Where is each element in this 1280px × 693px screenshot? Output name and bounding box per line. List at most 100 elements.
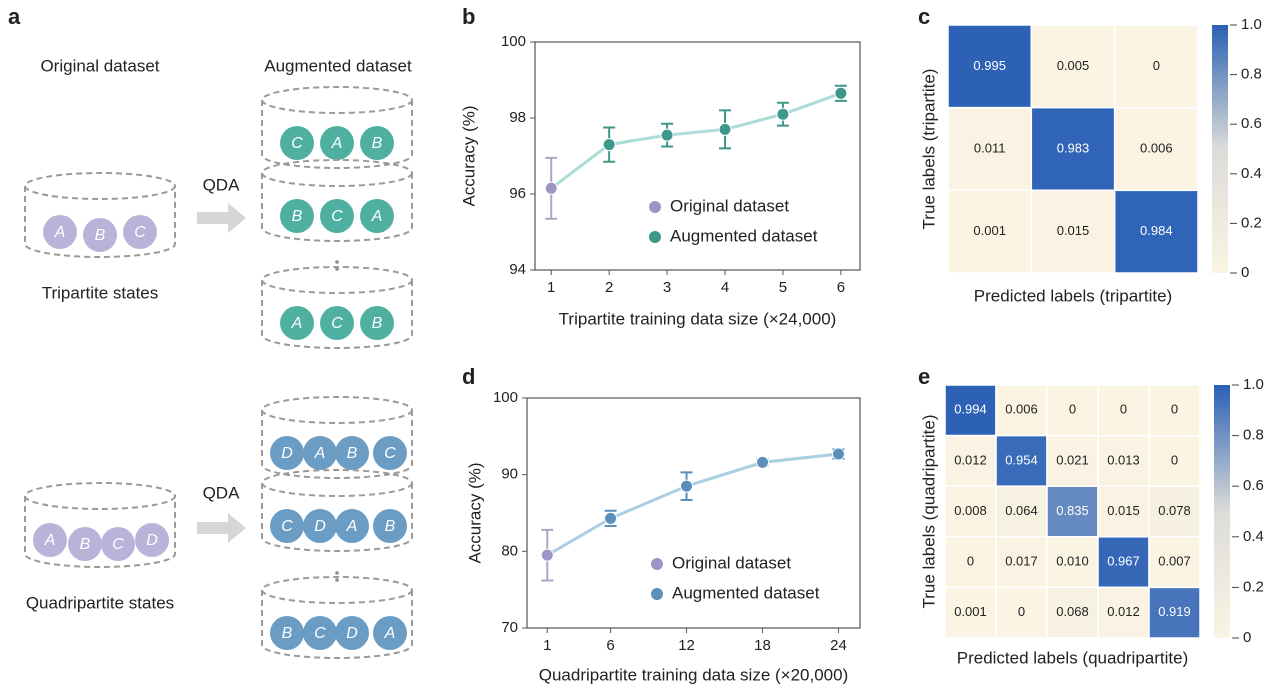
heatmap-cell: [1148, 586, 1201, 639]
heatmap-cell: [995, 384, 1048, 437]
cell-label: 0.984: [1140, 223, 1173, 238]
x-axis-label: Tripartite training data size (×24,000): [559, 309, 837, 328]
cell-label: 0.012: [1107, 604, 1140, 619]
state-circle: [320, 199, 354, 233]
state-letter: A: [331, 135, 343, 152]
cell-label: 0.995: [973, 58, 1006, 73]
data-point: [831, 447, 845, 461]
legend-marker: [649, 231, 661, 243]
x-tick-label: 5: [779, 279, 787, 296]
cell-label: 0.967: [1107, 554, 1140, 569]
colorbar-tick-label: 0: [1241, 264, 1249, 281]
row-label: Quadripartite states: [26, 593, 174, 612]
cylinder-body: [261, 410, 413, 479]
colorbar-tick-label: 0.4: [1243, 528, 1264, 545]
state-circle: [123, 215, 157, 249]
x-axis-label: Quadripartite training data size (×20,00…: [539, 665, 849, 684]
colorbar-tick-label: 0.4: [1241, 165, 1262, 182]
state-letter: C: [281, 518, 293, 535]
legend-marker: [649, 201, 661, 213]
colorbar: [1212, 25, 1228, 273]
data-point: [776, 107, 790, 121]
cell-label: 0.006: [1005, 402, 1038, 417]
state-letter: C: [314, 625, 326, 642]
state-letter: D: [146, 532, 158, 549]
heatmap-cell: [1046, 434, 1099, 487]
data-point: [756, 455, 770, 469]
x-tick-label: 12: [678, 637, 695, 654]
cell-label: 0.017: [1005, 554, 1038, 569]
state-letter: A: [291, 315, 303, 332]
state-letter: C: [112, 536, 124, 553]
state-circle: [280, 306, 314, 340]
operation-label: QDA: [203, 483, 241, 502]
data-point: [660, 128, 674, 142]
legend-label: Augmented dataset: [672, 583, 820, 602]
heatmap-cell: [947, 106, 1033, 192]
heatmap-cell: [1148, 485, 1201, 538]
y-tick-label: 90: [501, 466, 518, 483]
heatmap: 0.995 0.005 0 0.011 0.983 0.006 0.001 0.015 0.98…: [918, 4, 1262, 306]
colorbar-tick-label: 0.6: [1243, 477, 1264, 494]
heatmap-cell: [944, 586, 997, 639]
heatmap-cell: [944, 485, 997, 538]
x-tick-label: 6: [606, 637, 614, 654]
plot-frame: [534, 41, 861, 271]
cell-label: 0.008: [954, 503, 987, 518]
heatmap-cell: [1097, 485, 1150, 538]
heatmap-cell: [1046, 586, 1099, 639]
cell-label: 0.010: [1056, 554, 1089, 569]
line-chart: 1 2 3 4 5 6 94 96 98 100 Tripartite training data …: [459, 4, 861, 328]
legend-label: Original dataset: [672, 553, 791, 572]
colorbar-tick-label: 0.2: [1243, 578, 1264, 595]
x-tick-label: 18: [754, 637, 771, 654]
colorbar-tick-label: 1.0: [1241, 16, 1262, 33]
cell-label: 0.006: [1140, 140, 1173, 155]
legend-label: Original dataset: [670, 196, 789, 215]
cylinder-body: [24, 496, 176, 568]
heatmap-cell: [1148, 434, 1201, 487]
x-axis-label: Predicted labels (quadripartite): [957, 648, 1189, 667]
state-circle: [83, 218, 117, 252]
state-letter: C: [331, 315, 343, 332]
diagram-panel: a Original dataset Augmented dataset Tri…: [8, 4, 413, 659]
cell-label: 0: [1069, 402, 1076, 417]
cell-label: 0: [1171, 402, 1178, 417]
arrow: [197, 203, 246, 233]
state-letter: D: [346, 625, 358, 642]
cell-label: 0.007: [1158, 554, 1191, 569]
connector-line: [546, 452, 839, 557]
x-tick-label: 24: [830, 637, 847, 654]
x-tick-label: 1: [547, 279, 555, 296]
y-tick-label: 98: [509, 109, 526, 126]
cell-label: 0.001: [954, 604, 987, 619]
cell-label: 0: [1120, 402, 1127, 417]
heatmap-cell: [1097, 586, 1150, 639]
state-letter: B: [292, 208, 303, 225]
state-circle: [270, 616, 304, 650]
colorbar-tick-label: 0.2: [1241, 214, 1262, 231]
heatmap-cell: [1030, 24, 1116, 109]
heatmap-cell: [944, 434, 997, 487]
state-letter: D: [281, 445, 293, 462]
state-circle: [303, 436, 337, 470]
legend-label: Augmented dataset: [670, 226, 818, 245]
state-circle: [43, 215, 77, 249]
state-letter: B: [282, 625, 293, 642]
state-letter: B: [80, 536, 91, 553]
cylinder-body: [261, 483, 413, 552]
state-letter: D: [314, 518, 326, 535]
state-circle: [335, 436, 369, 470]
cell-label: 0.005: [1057, 58, 1090, 73]
cell-label: 0.983: [1057, 140, 1090, 155]
state-circle: [360, 306, 394, 340]
cell-label: 0.015: [1057, 223, 1090, 238]
state-letter: C: [291, 135, 303, 152]
cell-label: 0: [1153, 58, 1160, 73]
heatmap-cell: [995, 536, 1048, 589]
state-circle: [303, 509, 337, 543]
state-letter: C: [331, 208, 343, 225]
heatmap-cell: [1046, 485, 1099, 538]
augmented-title: Augmented dataset: [264, 56, 412, 75]
ellipsis: [335, 260, 339, 582]
